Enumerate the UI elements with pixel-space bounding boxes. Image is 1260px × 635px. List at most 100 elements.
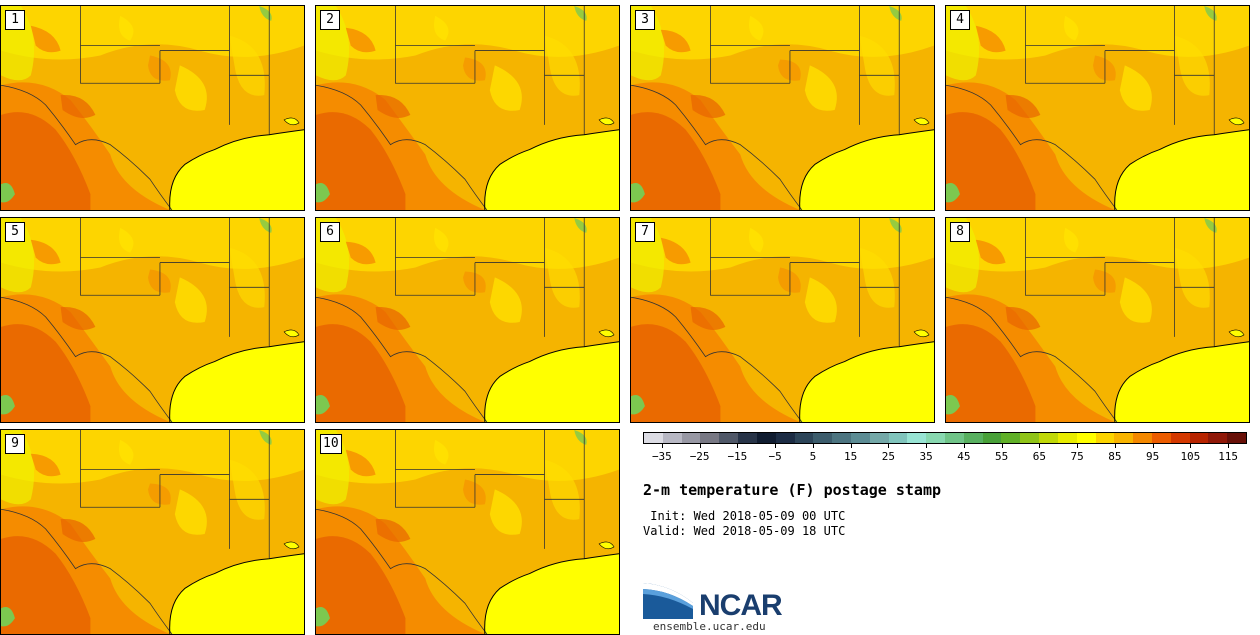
colorbar-tick bbox=[699, 444, 701, 448]
valid-time: Valid: Wed 2018-05-09 18 UTC bbox=[643, 524, 846, 538]
ncar-wordmark: NCAR bbox=[699, 589, 783, 622]
member-number-label: 10 bbox=[320, 434, 342, 454]
ensemble-member-map-4: 4 bbox=[945, 5, 1250, 211]
colorbar-tick bbox=[963, 444, 965, 448]
colorbar-tick-label: −15 bbox=[727, 450, 748, 463]
colorbar-swatch bbox=[1227, 433, 1246, 443]
colorbar-swatch bbox=[1076, 433, 1096, 443]
ensemble-member-map-8: 8 bbox=[945, 217, 1250, 423]
ncar-logo: NCAR ensemble.ucar.edu bbox=[643, 579, 793, 635]
temperature-map bbox=[631, 218, 934, 422]
temperature-colorbar: −35 −25 −15 −5 5 15 25 35 45 55 65 75 85 95 105 115 bbox=[643, 432, 1247, 472]
member-number-label: 2 bbox=[320, 10, 340, 30]
colorbar-swatch bbox=[1095, 433, 1115, 443]
colorbar-tick bbox=[812, 444, 814, 448]
ncar-url: ensemble.ucar.edu bbox=[653, 620, 766, 633]
colorbar-swatch bbox=[1189, 433, 1209, 443]
colorbar-tick-label: 65 bbox=[1032, 450, 1046, 463]
colorbar-tick bbox=[1190, 444, 1192, 448]
member-number-label: 5 bbox=[5, 222, 25, 242]
colorbar-tick bbox=[661, 444, 663, 448]
colorbar-tick-label: 45 bbox=[957, 450, 971, 463]
ensemble-member-map-1: 1 bbox=[0, 5, 305, 211]
temperature-map bbox=[946, 218, 1249, 422]
temperature-map bbox=[631, 6, 934, 210]
colorbar-tick bbox=[1001, 444, 1003, 448]
colorbar-swatches bbox=[643, 432, 1247, 444]
ensemble-member-map-5: 5 bbox=[0, 217, 305, 423]
colorbar-swatch bbox=[662, 433, 682, 443]
colorbar-swatch bbox=[794, 433, 814, 443]
colorbar-swatch bbox=[832, 433, 851, 443]
colorbar-tick-label: 105 bbox=[1180, 450, 1201, 463]
colorbar-swatch bbox=[813, 433, 833, 443]
temperature-map bbox=[1, 6, 304, 210]
colorbar-tick bbox=[1077, 444, 1079, 448]
colorbar-tick-label: 85 bbox=[1108, 450, 1122, 463]
colorbar-swatch bbox=[1114, 433, 1134, 443]
colorbar-swatch bbox=[926, 433, 945, 443]
colorbar-swatch bbox=[869, 433, 889, 443]
colorbar-swatch bbox=[1208, 433, 1228, 443]
colorbar-swatch bbox=[644, 433, 663, 443]
colorbar-swatch bbox=[850, 433, 870, 443]
colorbar-tick-label: 55 bbox=[995, 450, 1009, 463]
colorbar-tick bbox=[1114, 444, 1116, 448]
ensemble-member-map-6: 6 bbox=[315, 217, 620, 423]
member-number-label: 9 bbox=[5, 434, 25, 454]
member-number-label: 7 bbox=[635, 222, 655, 242]
ensemble-member-map-7: 7 bbox=[630, 217, 935, 423]
member-number-label: 6 bbox=[320, 222, 340, 242]
colorbar-swatch bbox=[1170, 433, 1190, 443]
temperature-map bbox=[1, 430, 304, 634]
temperature-map bbox=[316, 6, 619, 210]
colorbar-swatch bbox=[1039, 433, 1058, 443]
ensemble-member-map-10: 10 bbox=[315, 429, 620, 635]
colorbar-swatch bbox=[700, 433, 720, 443]
colorbar-tick-label: −25 bbox=[689, 450, 710, 463]
ensemble-member-map-9: 9 bbox=[0, 429, 305, 635]
colorbar-swatch bbox=[907, 433, 927, 443]
colorbar-swatch bbox=[945, 433, 964, 443]
colorbar-tick bbox=[775, 444, 777, 448]
temperature-map bbox=[316, 430, 619, 634]
colorbar-tick-label: 25 bbox=[881, 450, 895, 463]
colorbar-tick bbox=[888, 444, 890, 448]
colorbar-tick-label: 35 bbox=[919, 450, 933, 463]
ncar-swoosh-icon bbox=[643, 583, 693, 619]
colorbar-swatch bbox=[738, 433, 757, 443]
colorbar-tick bbox=[737, 444, 739, 448]
colorbar-tick-label: 5 bbox=[809, 450, 817, 463]
colorbar-tick bbox=[1039, 444, 1041, 448]
colorbar-tick bbox=[1228, 444, 1230, 448]
ensemble-member-map-2: 2 bbox=[315, 5, 620, 211]
colorbar-tick-label: −35 bbox=[651, 450, 672, 463]
colorbar-swatch bbox=[1020, 433, 1040, 443]
colorbar-tick-label: 95 bbox=[1146, 450, 1160, 463]
init-time: Init: Wed 2018-05-09 00 UTC bbox=[643, 509, 846, 523]
colorbar-tick-label: 115 bbox=[1218, 450, 1239, 463]
colorbar-swatch bbox=[1133, 433, 1152, 443]
colorbar-tick-label: 15 bbox=[844, 450, 858, 463]
colorbar-swatch bbox=[681, 433, 701, 443]
colorbar-swatch bbox=[1057, 433, 1077, 443]
colorbar-swatch bbox=[963, 433, 983, 443]
colorbar-swatch bbox=[719, 433, 739, 443]
ensemble-member-map-3: 3 bbox=[630, 5, 935, 211]
colorbar-tick-label: −5 bbox=[768, 450, 782, 463]
chart-title: 2-m temperature (F) postage stamp bbox=[643, 481, 942, 499]
member-number-label: 3 bbox=[635, 10, 655, 30]
colorbar-swatch bbox=[756, 433, 776, 443]
member-number-label: 8 bbox=[950, 222, 970, 242]
colorbar-swatch bbox=[982, 433, 1002, 443]
colorbar-tick bbox=[850, 444, 852, 448]
colorbar-swatch bbox=[775, 433, 795, 443]
colorbar-tick bbox=[926, 444, 928, 448]
member-number-label: 4 bbox=[950, 10, 970, 30]
member-number-label: 1 bbox=[5, 10, 25, 30]
colorbar-swatch bbox=[888, 433, 908, 443]
temperature-map bbox=[316, 218, 619, 422]
colorbar-swatch bbox=[1001, 433, 1021, 443]
colorbar-swatch bbox=[1151, 433, 1171, 443]
colorbar-tick bbox=[1152, 444, 1154, 448]
